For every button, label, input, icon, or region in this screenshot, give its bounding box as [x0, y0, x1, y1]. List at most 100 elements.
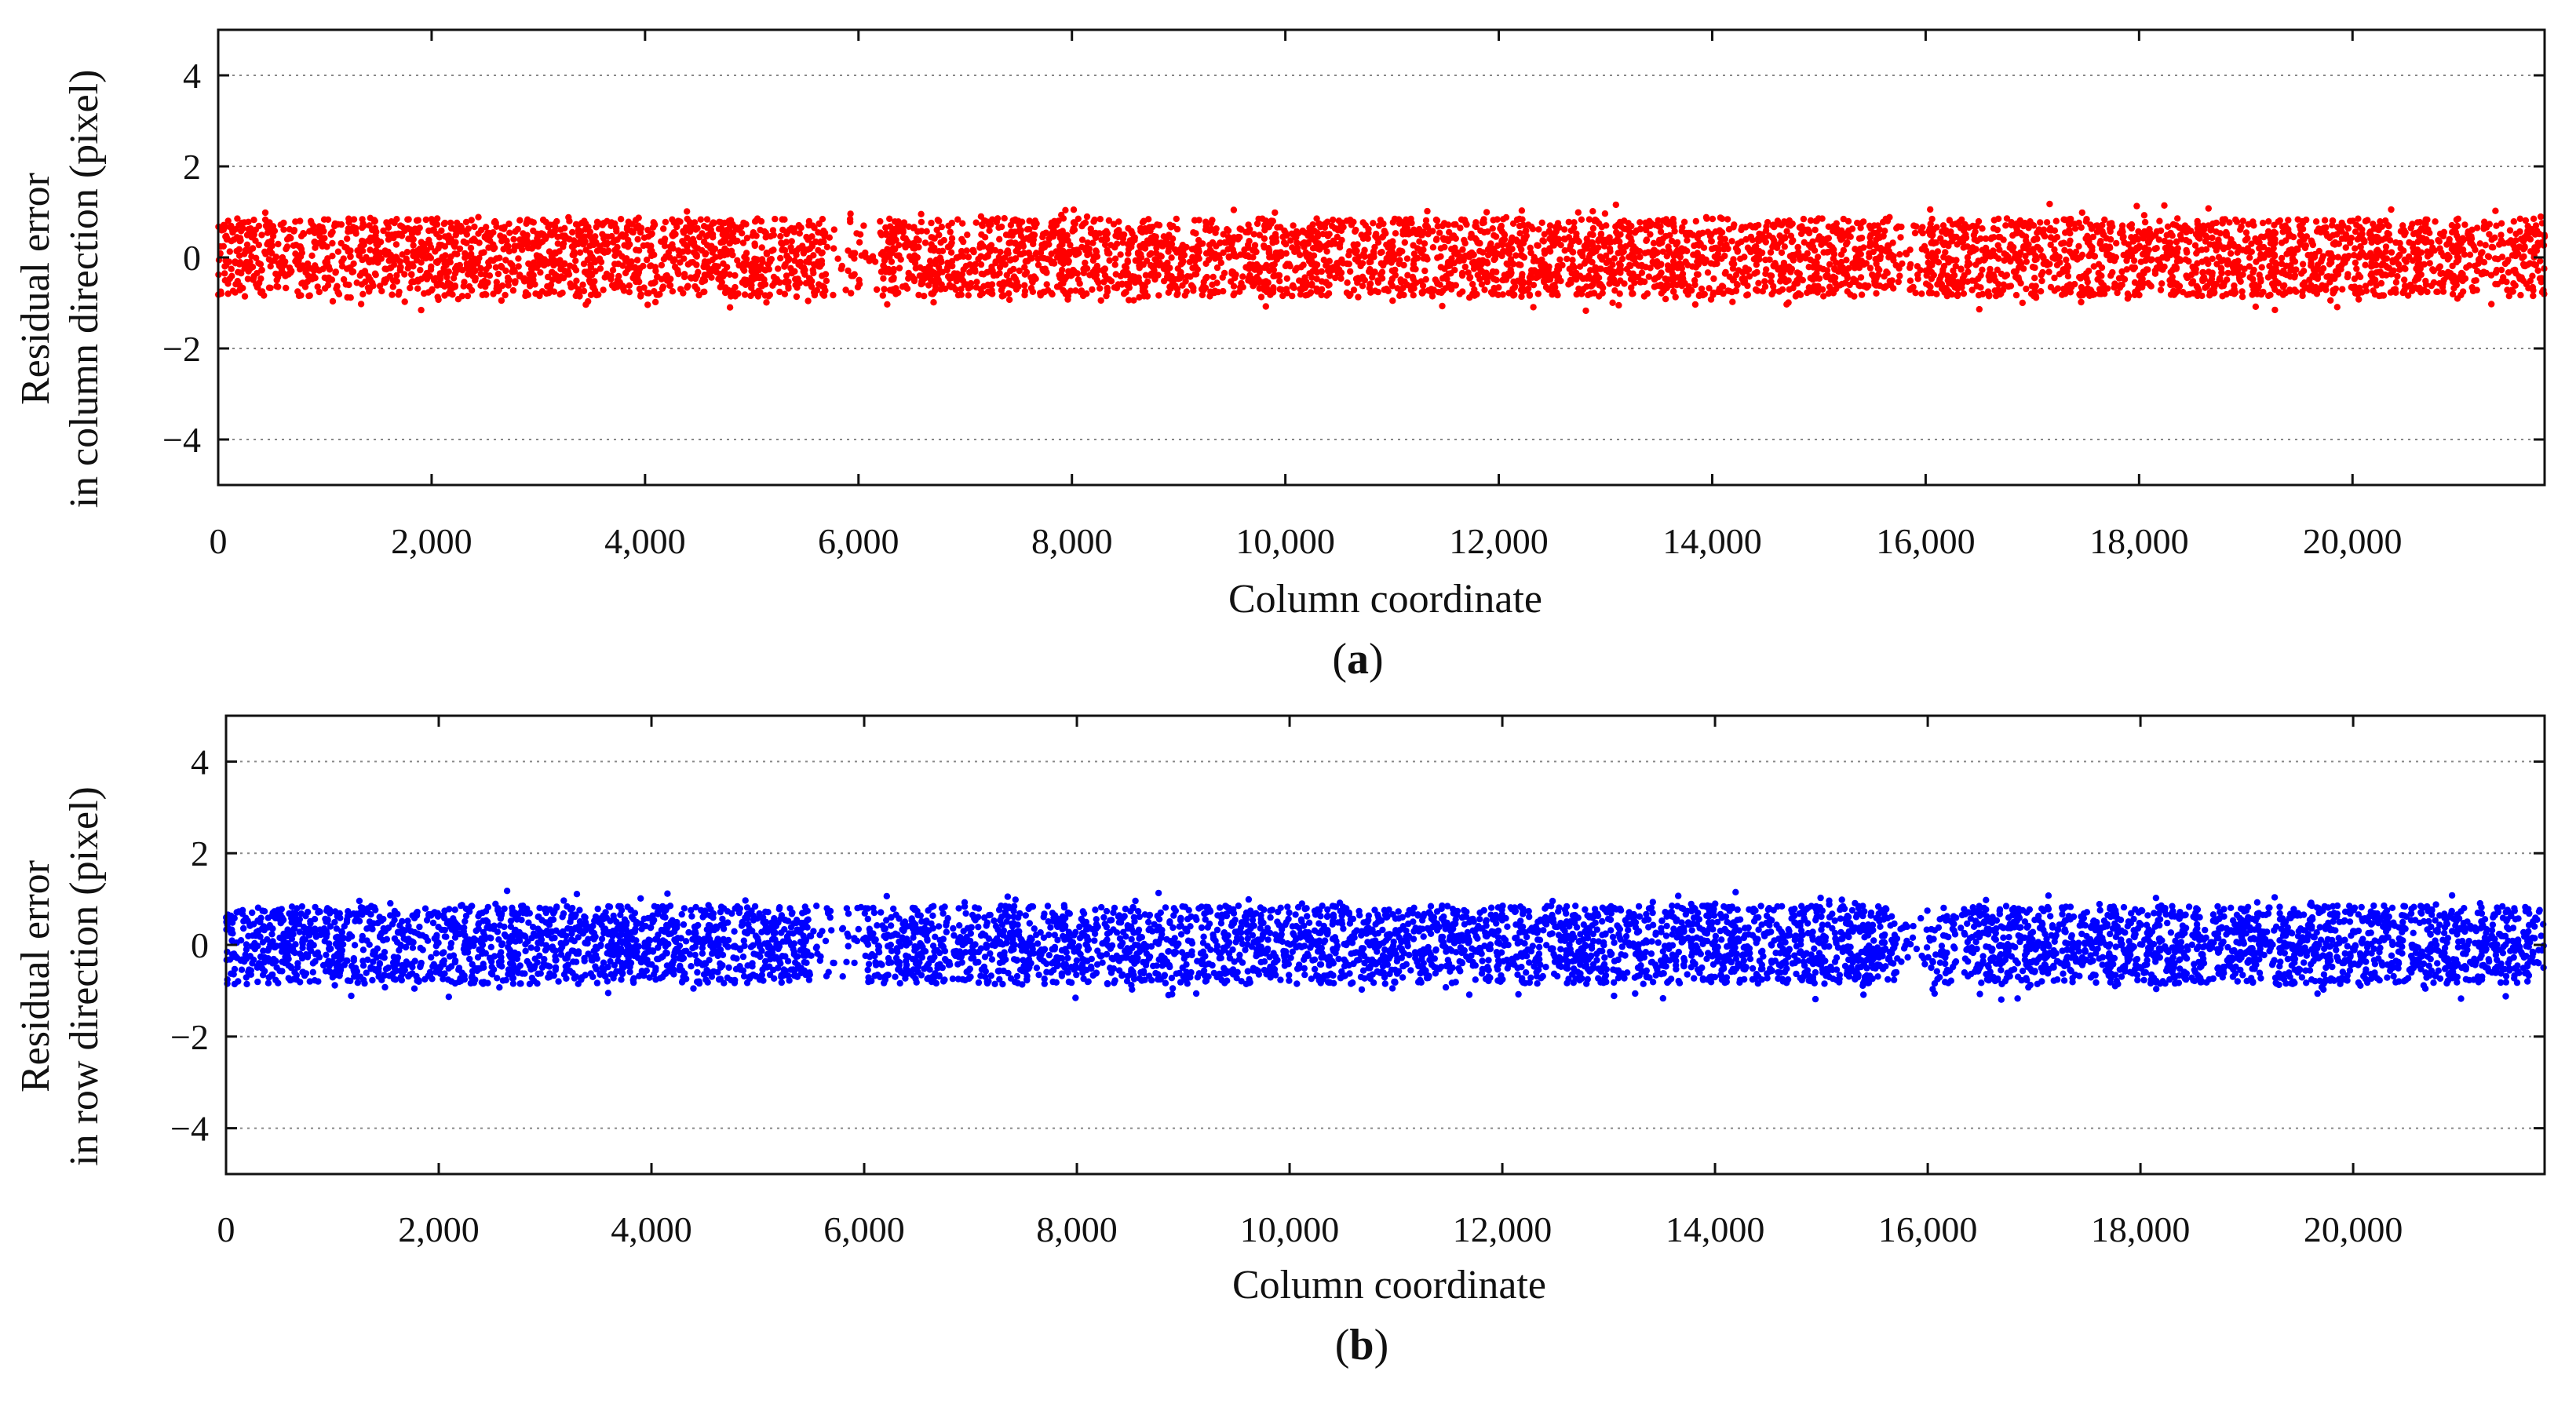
scatter-point [1769, 235, 1776, 242]
scatter-point [1638, 277, 1645, 285]
scatter-point [2051, 274, 2058, 282]
scatter-point [485, 263, 493, 270]
scatter-point [1709, 215, 1717, 223]
scatter-point [460, 238, 467, 246]
scatter-point [2356, 224, 2363, 231]
scatter-point [1743, 292, 1750, 299]
scatter-point [1268, 253, 1276, 261]
scatter-point [1995, 281, 2002, 288]
scatter-point [1762, 257, 1769, 264]
scatter-point [1662, 232, 1669, 240]
scatter-point [385, 257, 392, 264]
scatter-point [1927, 283, 1934, 290]
scatter-point [1912, 290, 1919, 297]
scatter-point [1516, 239, 1523, 246]
scatter-point [2117, 282, 2124, 289]
scatter-point [1571, 219, 1578, 226]
scatter-point [1111, 255, 1119, 262]
scatter-point [1230, 206, 1238, 213]
scatter-point [2323, 232, 2331, 239]
scatter-point [797, 224, 805, 232]
scatter-point [1798, 223, 1805, 230]
scatter-point [1188, 282, 1195, 289]
scatter-point [2510, 218, 2517, 225]
scatter-point [1348, 221, 1356, 228]
scatter-point [1364, 235, 1372, 243]
scatter-point [830, 291, 837, 299]
scatter-point [1016, 267, 1023, 275]
scatter-point [1526, 292, 1534, 299]
scatter-point [1953, 257, 1960, 264]
scatter-point [2028, 283, 2036, 290]
scatter-point [1585, 216, 1593, 223]
scatter-point [2121, 275, 2129, 283]
scatter-point [790, 228, 797, 235]
scatter-point [558, 233, 565, 240]
scatter-point [940, 236, 948, 244]
scatter-point [1616, 290, 1623, 297]
scatter-point [1752, 286, 1760, 294]
scatter-point [629, 221, 636, 228]
scatter-point [894, 220, 901, 227]
scatter-point [958, 247, 965, 255]
scatter-point [2410, 249, 2417, 256]
scatter-point [467, 244, 475, 252]
scatter-point [2505, 257, 2512, 264]
scatter-point [1902, 250, 1910, 257]
scatter-point [310, 267, 318, 274]
scatter-point [1635, 262, 1642, 269]
scatter-point [969, 267, 976, 274]
scatter-point [366, 259, 373, 266]
scatter-point [2374, 238, 2381, 246]
scatter-point [2186, 239, 2193, 246]
scatter-point [1691, 301, 1699, 308]
scatter-point [1807, 217, 1815, 224]
scatter-point [220, 243, 227, 250]
scatter-point [1921, 243, 1928, 250]
scatter-point [2083, 275, 2090, 283]
scatter-point [640, 284, 648, 291]
scatter-point [1851, 293, 1858, 300]
scatter-point [1474, 272, 1482, 279]
scatter-point [663, 272, 670, 279]
scatter-point [669, 216, 676, 223]
scatter-point [414, 285, 421, 292]
scatter-point [805, 297, 812, 305]
scatter-point [1158, 239, 1165, 246]
scatter-point [739, 230, 746, 237]
scatter-point [1694, 258, 1701, 265]
scatter-point [329, 253, 336, 260]
scatter-point [2397, 228, 2405, 235]
scatter-point [1007, 256, 1015, 264]
scatter-point [1140, 293, 1148, 300]
scatter-point [1691, 281, 1698, 289]
scatter-point [2496, 241, 2503, 248]
scatter-point [2401, 276, 2408, 283]
scatter-point [334, 221, 341, 228]
scatter-point [1261, 235, 1268, 243]
scatter-point [417, 266, 424, 274]
scatter-point [255, 241, 262, 249]
scatter-point [1971, 236, 1978, 243]
scatter-point [721, 271, 728, 279]
scatter-point [505, 221, 513, 228]
scatter-point [221, 277, 228, 284]
scatter-point [2154, 257, 2162, 264]
scatter-point [1603, 259, 1611, 267]
scatter-point [448, 224, 455, 232]
scatter-point [1546, 248, 1554, 255]
scatter-point [1281, 227, 1288, 235]
scatter-point [1530, 257, 1538, 264]
scatter-point [1609, 299, 1616, 306]
scatter-point [1212, 229, 1219, 236]
scatter-point [1612, 223, 1619, 230]
scatter-point [679, 238, 686, 245]
scatter-point [1568, 238, 1575, 246]
scatter-point [1458, 272, 1466, 279]
scatter-point [1855, 250, 1862, 257]
scatter-point [509, 286, 517, 294]
scatter-point [353, 279, 360, 286]
scatter-point [2185, 257, 2192, 265]
scatter-point [1990, 217, 1998, 224]
scatter-point [1381, 228, 1388, 235]
